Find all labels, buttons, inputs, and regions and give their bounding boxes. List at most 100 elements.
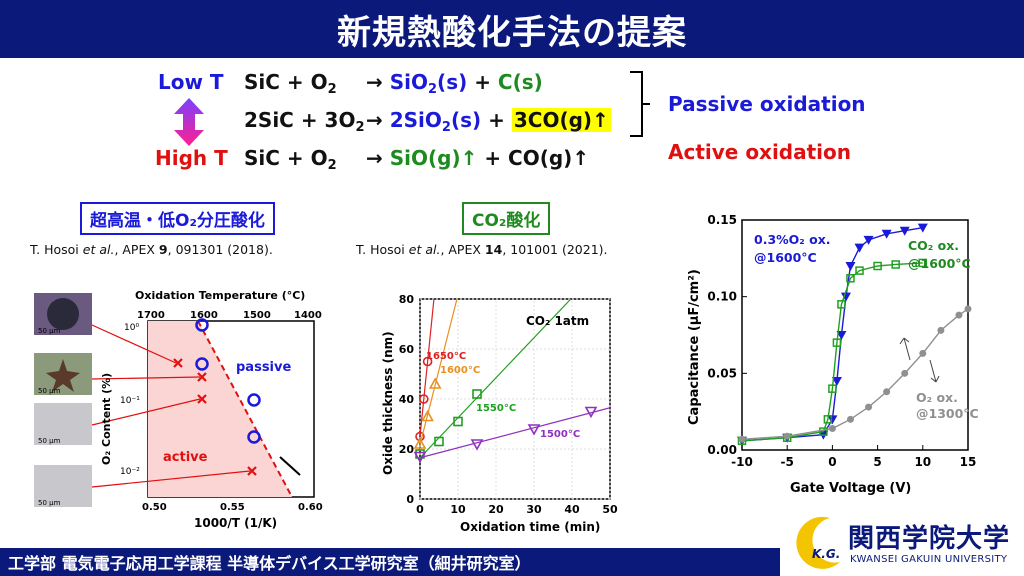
y-tick-label: 0.15 — [707, 213, 737, 227]
reaction-1: SiC + O2 — [244, 70, 337, 97]
data-point — [836, 331, 847, 340]
y-tick-label: 20 — [399, 443, 415, 456]
data-point — [901, 369, 909, 377]
top-tick: 1400 — [294, 310, 322, 321]
data-point — [413, 451, 427, 464]
data-point — [917, 223, 928, 233]
university-english: KWANSEI GAKUIN UNIVERSITY — [850, 554, 1008, 565]
passive-point — [195, 357, 209, 371]
data-point — [919, 349, 927, 357]
passive-point — [195, 318, 209, 332]
x-tick-label: 40 — [564, 503, 580, 516]
x-axis-label: Gate Voltage (V) — [790, 481, 911, 496]
y-ticks: 0 20 40 60 80 — [399, 293, 415, 506]
top-tick: 1500 — [243, 310, 271, 321]
scale-bar-4: 50 μm — [38, 499, 61, 507]
data-point — [873, 261, 882, 271]
x-ticks: -10 -5 0 5 10 15 — [731, 445, 976, 469]
data-point — [421, 409, 434, 422]
data-point — [837, 300, 846, 309]
passive-oxidation-label: Passive oxidation — [668, 92, 866, 116]
reaction-3-products: → SiO(g)↑ + CO(g)↑ — [366, 146, 590, 170]
footer: 工学部 電気電子応用工学課程 半導体デバイス工学研究室（細井研究室） — [0, 548, 780, 576]
oxidation-map-figure: 50 μm 50 μm 50 μm 50 μm Oxidation Temper… — [34, 289, 323, 530]
fit-line — [419, 298, 435, 437]
data-point — [964, 305, 972, 313]
data-point — [738, 435, 746, 443]
top-axis-title: Oxidation Temperature (°C) — [135, 289, 305, 302]
data-point — [823, 415, 833, 424]
active-region — [148, 321, 292, 497]
y-tick-label: 0.00 — [707, 443, 737, 457]
data-point — [840, 292, 851, 302]
x-tick-label: 0 — [416, 503, 424, 516]
data-point — [846, 274, 855, 283]
y-tick-label: 0.10 — [707, 290, 737, 304]
x-tick-label: 20 — [488, 503, 504, 516]
y-axis-label: O₂ Content (%) — [100, 373, 113, 465]
micrograph-1-particle — [47, 298, 79, 330]
y-tick-label: 40 — [399, 393, 415, 406]
data-point — [845, 262, 856, 271]
x-tick-label: 10 — [450, 503, 466, 516]
data-point — [828, 384, 837, 393]
high-t-label: High T — [155, 146, 228, 170]
active-label: active — [163, 450, 208, 465]
data-point — [470, 439, 484, 451]
data-point — [891, 260, 900, 269]
x-tick-label: -5 — [781, 455, 794, 469]
x-tick: 0.50 — [142, 502, 167, 513]
passive-point — [247, 393, 261, 407]
data-point — [937, 326, 945, 334]
data-point — [955, 311, 963, 319]
fit-line — [419, 407, 611, 459]
data-point — [472, 389, 482, 399]
series-label-1600: 1600°C — [440, 365, 480, 376]
data-point — [846, 415, 854, 423]
data-point — [428, 377, 442, 389]
label-o2-1300: O₂ ox. — [916, 390, 958, 405]
data-point — [584, 406, 598, 419]
label-o2-1300-temp: @1300°C — [916, 406, 979, 421]
y-tick-label: 0 — [406, 493, 414, 506]
passive-point — [247, 430, 261, 444]
data-point — [434, 436, 444, 447]
sweep-arrow-up-icon — [899, 337, 911, 361]
series-label-1550: 1550°C — [476, 403, 516, 414]
y-tick: 10⁰ — [124, 323, 139, 333]
data-point — [453, 416, 463, 427]
data-point — [855, 266, 864, 275]
data-point — [418, 394, 429, 404]
micrograph-4 — [34, 465, 92, 507]
label-co2: CO₂ ox. — [908, 238, 959, 253]
x-tick: 0.60 — [298, 502, 323, 513]
data-point — [827, 415, 838, 425]
boundary-line — [197, 320, 293, 498]
reaction-3: SiC + O2 — [244, 146, 337, 173]
plot-frame — [419, 298, 611, 500]
scale-bar-3: 50 μm — [38, 437, 61, 445]
x-axis-label: 1000/T (1/K) — [194, 516, 277, 530]
active-oxidation-label: Active oxidation — [668, 140, 852, 164]
micrograph-2-crystal — [46, 359, 80, 392]
y-tick: 10⁻² — [120, 467, 140, 477]
y-tick-label: 60 — [399, 343, 415, 356]
data-point — [831, 377, 842, 386]
co2-thickness-chart: 0 20 40 60 80 0 10 20 30 40 50 CO₂ 1atm 1650°C 16… — [381, 293, 618, 534]
x-tick-label: 50 — [602, 503, 618, 516]
panel1-label: 超高温・低O₂分圧酸化 — [80, 202, 275, 235]
data-point — [422, 356, 433, 367]
y-axis-label: Oxide thickness (nm) — [381, 331, 395, 475]
slope-line — [279, 456, 301, 476]
reaction-2: 2SiC + 3O2 — [244, 108, 365, 135]
data-point — [863, 235, 874, 245]
svg-text:K.G.: K.G. — [812, 547, 840, 561]
y-tick-label: 80 — [399, 293, 415, 306]
data-point — [918, 258, 928, 268]
data-point — [819, 427, 828, 436]
x-tick-label: 0 — [828, 455, 836, 469]
data-point — [832, 338, 842, 347]
low-t-label: Low T — [158, 70, 224, 94]
passive-label: passive — [236, 360, 291, 375]
x-tick: 0.55 — [220, 502, 245, 513]
